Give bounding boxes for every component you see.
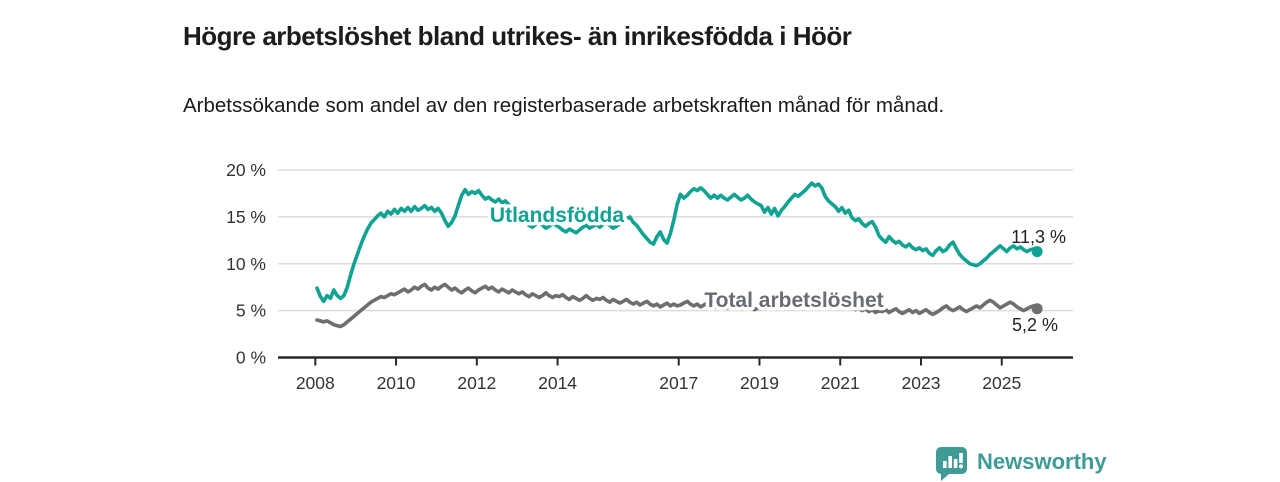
bar-medium bbox=[953, 459, 958, 468]
y-axis-tick-label: 20 % bbox=[226, 160, 266, 180]
series-line-utlandsf-dda bbox=[315, 181, 1039, 304]
chart-title: Högre arbetslöshet bland utrikes- än inr… bbox=[183, 21, 852, 52]
x-axis-tick-label: 2014 bbox=[538, 373, 577, 393]
chart-subtitle: Arbetssökande som andel av den registerb… bbox=[183, 93, 945, 117]
bar-small bbox=[943, 461, 947, 468]
x-axis-tick-label: 2019 bbox=[740, 373, 779, 393]
series-line-total-arbetsl-shet bbox=[315, 282, 1039, 329]
y-axis-tick-label: 0 % bbox=[236, 348, 266, 368]
y-axis-tick-label: 10 % bbox=[226, 254, 266, 274]
series-end-dot-utlandsf-dda bbox=[1031, 246, 1043, 258]
newsworthy-wordmark: Newsworthy bbox=[977, 449, 1107, 474]
newsworthy-bubble-chart-icon bbox=[936, 447, 967, 481]
x-axis-tick-label: 2025 bbox=[982, 373, 1021, 393]
series-label-utlandsf-dda: Utlandsfödda bbox=[490, 204, 624, 227]
series-label-total-arbetsl-shet: Total arbetslöshet bbox=[704, 289, 883, 312]
exclamation-dot bbox=[959, 464, 963, 469]
x-axis-tick-label: 2012 bbox=[457, 373, 496, 393]
y-axis-tick-label: 15 % bbox=[226, 207, 266, 227]
bar-tall bbox=[948, 456, 952, 468]
end-value-label-total-arbetsl-shet: 5,2 % bbox=[1012, 315, 1058, 335]
x-axis-tick-label: 2008 bbox=[296, 373, 335, 393]
end-value-label-utlandsf-dda: 11,3 % bbox=[1011, 227, 1066, 247]
exclamation-bar bbox=[959, 453, 963, 463]
x-axis-tick-label: 2010 bbox=[377, 373, 416, 393]
x-axis-tick-label: 2017 bbox=[659, 373, 698, 393]
series-end-dot-total-arbetsl-shet bbox=[1031, 303, 1043, 315]
y-axis-tick-label: 5 % bbox=[236, 301, 266, 321]
x-axis-tick-label: 2023 bbox=[902, 373, 941, 393]
x-axis-tick-label: 2021 bbox=[821, 373, 860, 393]
newsworthy-logo: Newsworthy bbox=[935, 446, 1107, 481]
